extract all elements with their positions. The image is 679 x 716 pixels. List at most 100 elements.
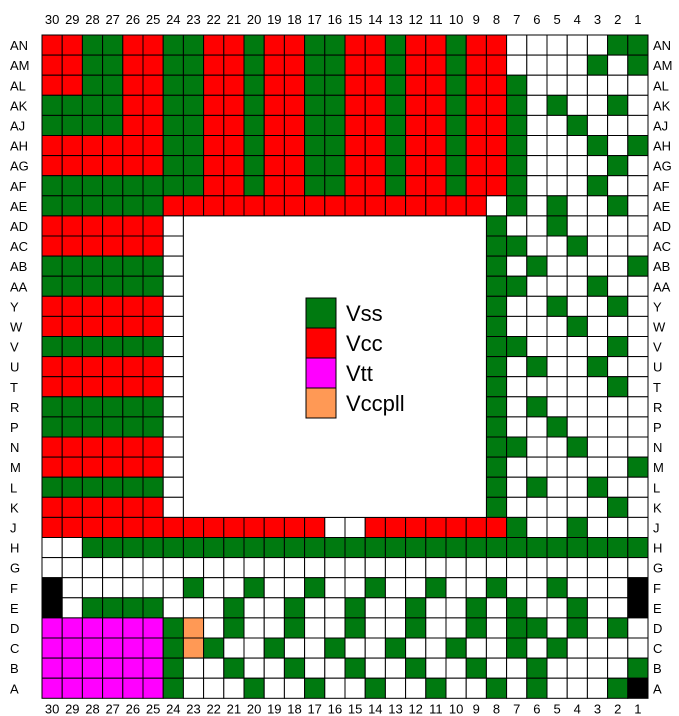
- pin-cell-P-5: [546, 416, 568, 438]
- pin-cell-AH-29: [61, 135, 83, 157]
- pin-cell-E-29: [61, 597, 83, 619]
- pin-cell-N-24: [162, 436, 184, 458]
- pin-cell-E-30: [41, 597, 63, 619]
- row-label-right: AC: [653, 239, 671, 254]
- pin-cell-N-29: [61, 436, 83, 458]
- pin-cell-H-14: [364, 537, 386, 559]
- pin-cell-AL-16: [324, 74, 346, 96]
- pin-cell-AH-21: [223, 135, 245, 157]
- pin-cell-E-8: [485, 597, 508, 619]
- pin-cell-AN-2: [607, 34, 629, 56]
- row-label-right: G: [653, 561, 663, 576]
- pin-cell-C-13: [384, 637, 407, 659]
- pin-cell-P-4: [566, 416, 588, 438]
- pin-cell-AB-26: [122, 255, 144, 277]
- pin-cell-B-15: [344, 657, 366, 679]
- pin-cell-K-24: [162, 496, 184, 518]
- pin-cell-V-25: [142, 336, 164, 358]
- pin-cell-K-28: [81, 496, 104, 518]
- pin-cell-AF-11: [425, 175, 447, 197]
- pin-cell-AN-21: [223, 34, 245, 56]
- pin-cell-E-26: [122, 597, 144, 619]
- pin-cell-AE-27: [102, 195, 124, 217]
- pin-cell-V-30: [41, 336, 63, 358]
- pin-cell-AH-18: [283, 135, 306, 157]
- pin-cell-B-12: [405, 657, 427, 679]
- pin-cell-D-12: [405, 617, 427, 639]
- pin-cell-F-16: [324, 577, 346, 599]
- pin-cell-A-9: [465, 677, 487, 699]
- pin-cell-V-3: [586, 336, 609, 358]
- pin-cell-H-17: [304, 537, 326, 559]
- pin-cell-AA-2: [607, 275, 629, 297]
- pin-cell-AB-28: [81, 255, 104, 277]
- pin-cell-R-25: [142, 396, 164, 418]
- column-label-top: 12: [408, 12, 422, 27]
- pin-cell-N-30: [41, 436, 63, 458]
- pin-cell-M-27: [102, 456, 124, 478]
- pin-cell-F-25: [142, 577, 164, 599]
- pin-cell-AE-24: [162, 195, 184, 217]
- row-label-left: K: [10, 500, 19, 515]
- pin-cell-AG-25: [142, 155, 164, 177]
- pin-cell-Y-27: [102, 295, 124, 317]
- pin-cell-V-8: [485, 336, 508, 358]
- pin-cell-AN-6: [526, 34, 548, 56]
- pin-cell-AH-13: [384, 135, 407, 157]
- pin-cell-B-21: [223, 657, 245, 679]
- pin-cell-AM-3: [586, 54, 609, 76]
- pin-cell-AF-18: [283, 175, 306, 197]
- pin-cell-E-11: [425, 597, 447, 619]
- pin-cell-J-24: [162, 516, 184, 539]
- column-label-bottom: 30: [45, 701, 59, 716]
- row-label-left: J: [10, 520, 17, 535]
- pin-cell-AL-25: [142, 74, 164, 96]
- pin-cell-H-25: [142, 537, 164, 559]
- row-label-right: C: [653, 641, 662, 656]
- row-label-right: V: [653, 340, 662, 355]
- pin-cell-AL-4: [566, 74, 588, 96]
- pin-cell-H-8: [485, 537, 508, 559]
- pin-cell-AN-26: [122, 34, 144, 56]
- row-label-left: AE: [10, 199, 28, 214]
- pin-cell-D-5: [546, 617, 568, 639]
- pin-cell-C-30: [41, 637, 63, 659]
- pin-cell-AK-1: [627, 94, 649, 116]
- pin-cell-B-6: [526, 657, 548, 679]
- pin-cell-AK-7: [506, 94, 528, 116]
- column-label-bottom: 16: [328, 701, 342, 716]
- pin-cell-J-11: [425, 516, 447, 539]
- pin-cell-G-24: [162, 557, 184, 579]
- pin-cell-G-21: [223, 557, 245, 579]
- pin-cell-M-30: [41, 456, 63, 478]
- column-label-bottom: 27: [105, 701, 119, 716]
- pin-cell-AK-4: [566, 94, 588, 116]
- pin-cell-AL-6: [526, 74, 548, 96]
- pin-cell-G-12: [405, 557, 427, 579]
- pin-cell-E-3: [586, 597, 609, 619]
- pin-cell-AL-1: [627, 74, 649, 96]
- pin-cell-AG-26: [122, 155, 144, 177]
- pin-cell-D-16: [324, 617, 346, 639]
- row-label-left: AC: [10, 239, 28, 254]
- pin-cell-AL-2: [607, 74, 629, 96]
- row-label-right: F: [653, 581, 661, 596]
- pin-cell-W-24: [162, 315, 184, 337]
- column-label-top: 3: [594, 12, 601, 27]
- pin-cell-J-23: [182, 516, 205, 539]
- row-label-left: AN: [10, 38, 28, 53]
- pin-cell-A-16: [324, 677, 346, 699]
- pin-cell-AE-7: [506, 195, 528, 217]
- pin-cell-H-3: [586, 537, 609, 559]
- pin-cell-AM-12: [405, 54, 427, 76]
- pin-cell-C-16: [324, 637, 346, 659]
- pin-cell-F-6: [526, 577, 548, 599]
- pin-cell-AF-6: [526, 175, 548, 197]
- column-label-top: 22: [206, 12, 220, 27]
- pin-cell-AH-16: [324, 135, 346, 157]
- pin-cell-AE-19: [263, 195, 285, 217]
- pin-cell-D-28: [81, 617, 104, 639]
- pin-cell-D-3: [586, 617, 609, 639]
- pin-cell-J-6: [526, 516, 548, 539]
- pin-cell-J-29: [61, 516, 83, 539]
